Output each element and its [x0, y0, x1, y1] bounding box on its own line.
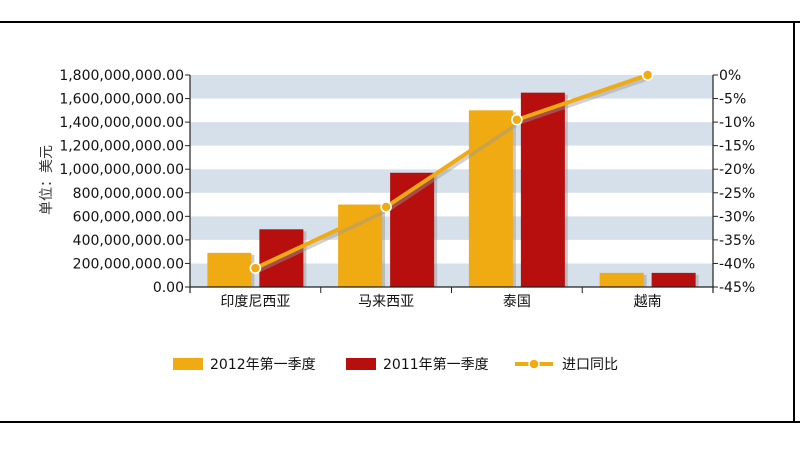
grid-band [190, 239, 713, 264]
right-tick-label: -10% [719, 115, 755, 131]
left-tick-label: 600,000,000.00 [73, 209, 184, 225]
legend: 2012年第一季度 2011年第一季度 进口同比 [173, 356, 618, 373]
grid-band [190, 169, 713, 193]
legend-swatch-marker [528, 358, 540, 370]
grid-band [190, 145, 713, 170]
grid-band [190, 122, 713, 146]
right-tick-label: -25% [719, 186, 755, 202]
line-point [641, 69, 654, 81]
frame-bottom-border [0, 421, 800, 423]
legend-label: 2012年第一季度 [210, 356, 316, 373]
left-tick-label: 0.00 [153, 280, 184, 296]
category-label: 马来西亚 [358, 294, 414, 310]
bars [207, 92, 699, 288]
left-tick-label: 800,000,000.00 [73, 186, 184, 202]
frame-right-border [793, 21, 795, 423]
legend-label: 进口同比 [562, 357, 618, 373]
right-tick-label: 0% [719, 68, 741, 84]
bar [520, 92, 565, 288]
category-label: 泰国 [503, 294, 531, 310]
left-tick-label: 1,200,000,000.00 [59, 139, 184, 155]
line-shadow [256, 76, 651, 273]
left-tick-labels: 0.00 200,000,000.00 400,000,000.00 600,000,… [59, 68, 184, 296]
grid-band [190, 216, 713, 240]
right-tick-label: -30% [719, 209, 755, 225]
left-tick-label: 1,800,000,000.00 [59, 68, 184, 84]
right-tick-label: -45% [719, 280, 755, 296]
right-tick-label: -35% [719, 233, 755, 249]
left-tick-label: 200,000,000.00 [73, 256, 184, 272]
axes [185, 74, 718, 293]
frame-top-border [0, 21, 800, 23]
left-tick-label: 1,400,000,000.00 [59, 115, 184, 131]
line-path [254, 73, 649, 270]
bar [651, 272, 696, 287]
left-tick-label: 400,000,000.00 [73, 233, 184, 249]
left-tick-label: 1,600,000,000.00 [59, 92, 184, 108]
right-tick-label: -5% [719, 92, 746, 108]
grid-band [190, 75, 713, 99]
line-point [249, 262, 262, 274]
bar [599, 272, 644, 287]
legend-label: 2011年第一季度 [383, 356, 489, 373]
grid-bands [190, 75, 713, 287]
line-point [511, 113, 523, 126]
grid-band [190, 98, 713, 123]
line-series [249, 69, 654, 274]
bar [468, 110, 513, 287]
category-label: 印度尼西亚 [220, 294, 290, 310]
legend-swatch [346, 358, 376, 370]
right-tick-labels: -45% -40% -35% -30% -25% -20% -15% -10% -5% 0% [719, 68, 755, 296]
bar [207, 252, 252, 287]
right-tick-label: -40% [719, 256, 755, 272]
y-axis-label: 单位：美元 [39, 145, 55, 215]
right-tick-label: -20% [719, 162, 755, 178]
category-label: 越南 [634, 294, 662, 310]
grid-band [190, 192, 713, 217]
legend-swatch [173, 358, 203, 370]
line-point [380, 201, 392, 213]
left-tick-label: 1,000,000,000.00 [59, 162, 184, 178]
grid-band [190, 263, 713, 287]
category-labels: 印度尼西亚 马来西亚 泰国 越南 [220, 294, 661, 310]
right-tick-label: -15% [719, 139, 755, 155]
